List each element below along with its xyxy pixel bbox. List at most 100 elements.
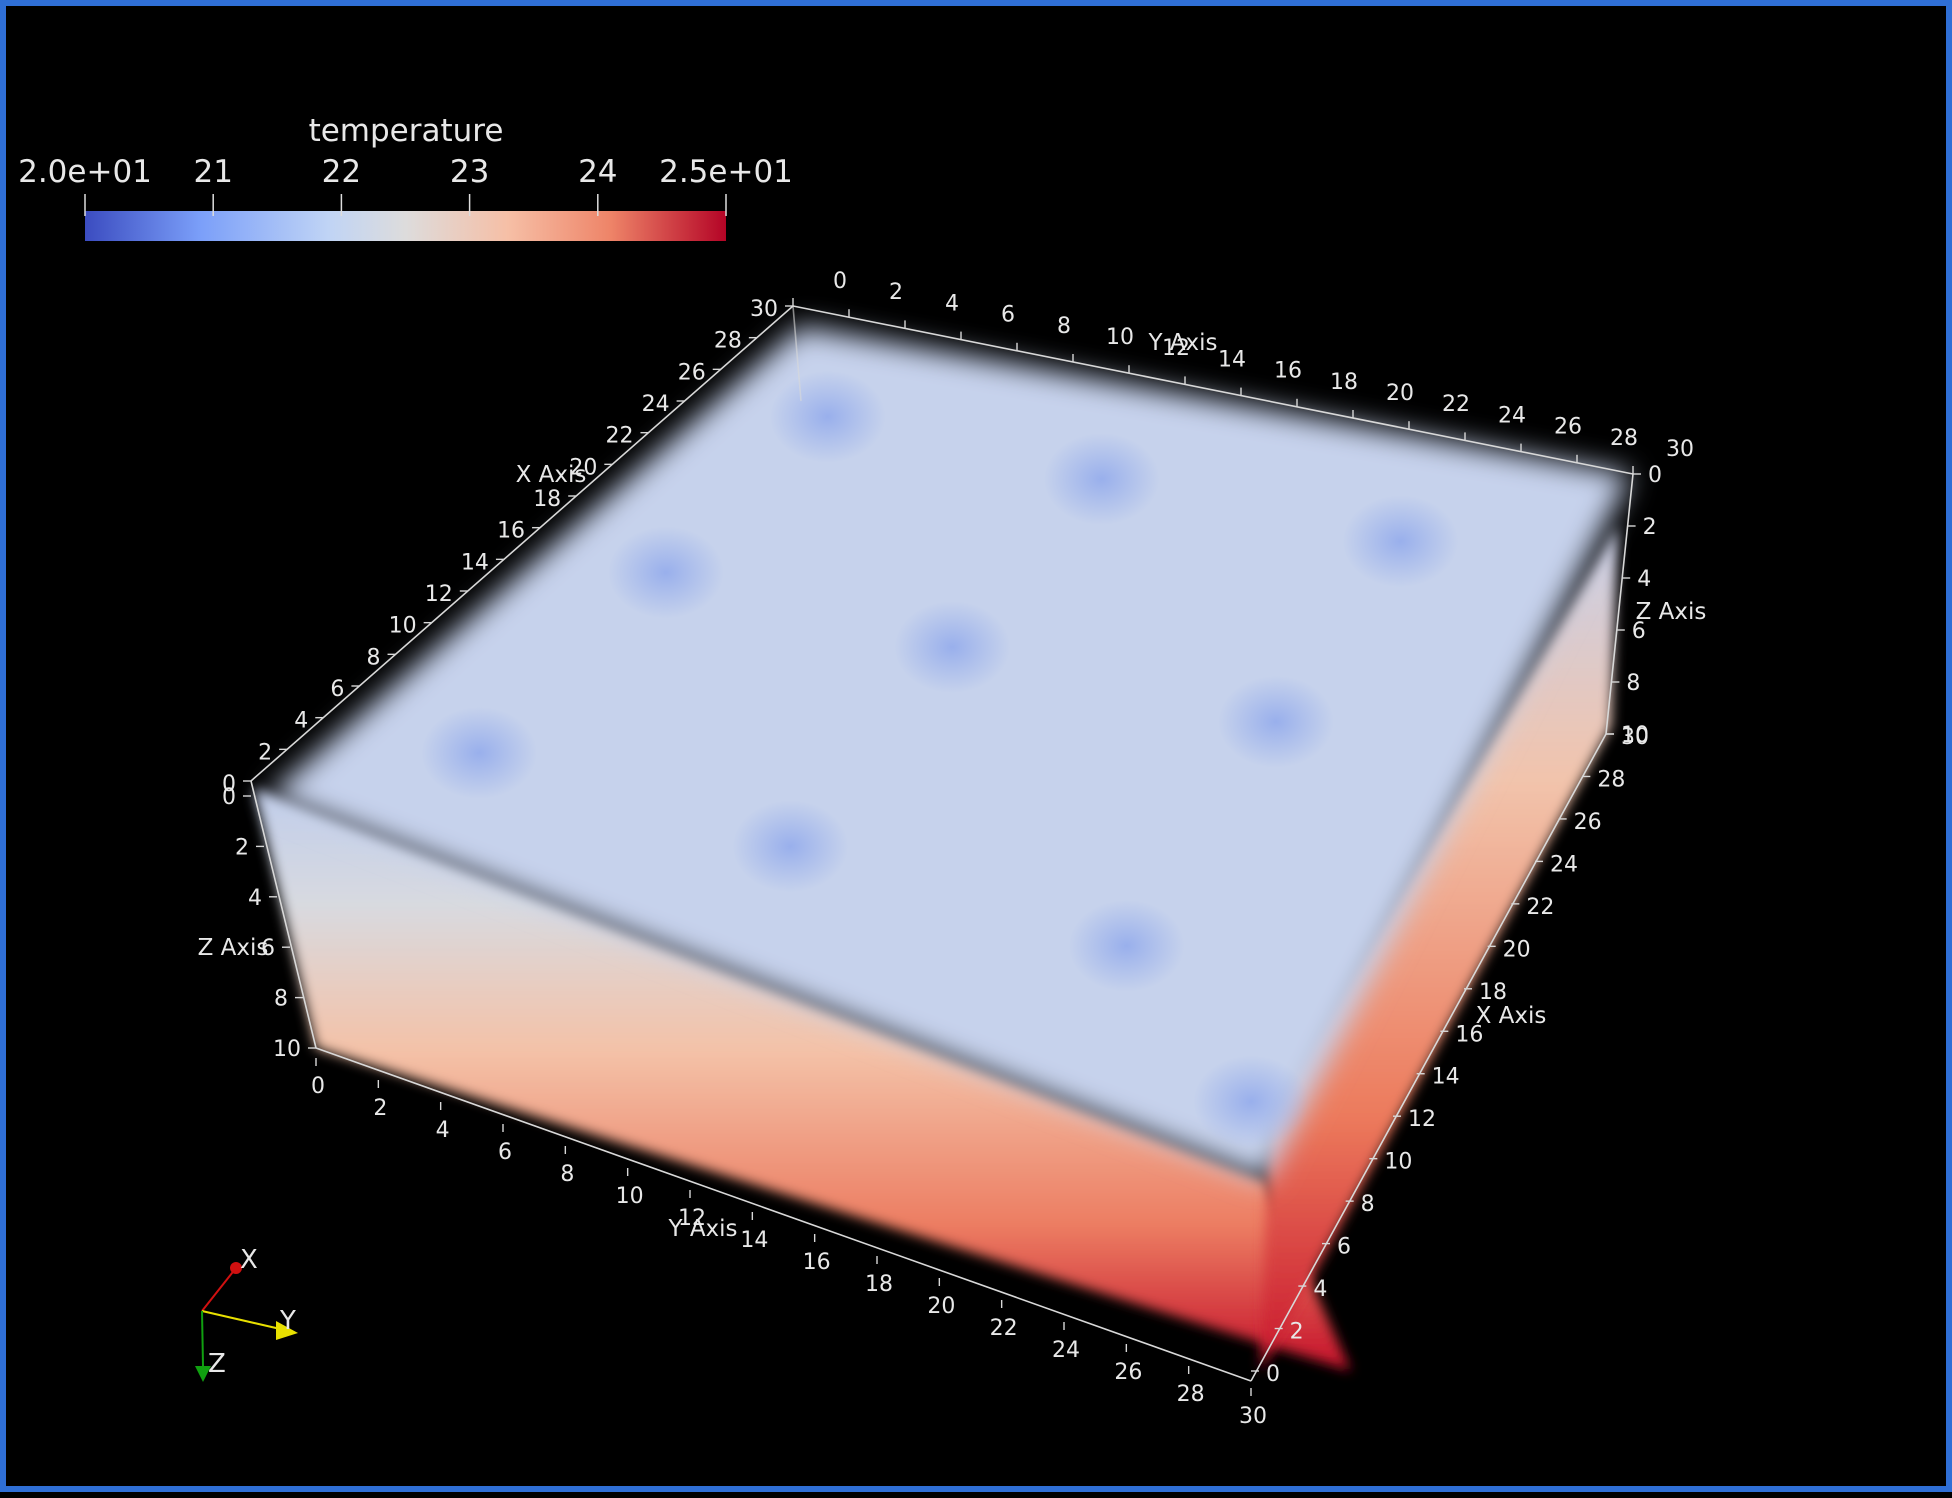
axis-tick-label: 18	[533, 487, 561, 512]
axis-tick-label: 16	[803, 1250, 831, 1275]
axis-tick-label: 2	[258, 740, 272, 765]
orientation-z-label: Z	[208, 1349, 226, 1379]
y-axis-arrow-icon	[276, 1321, 298, 1340]
axis-tick-label: 28	[1610, 426, 1638, 451]
axis-tick-label: 4	[1313, 1277, 1327, 1302]
colorbar-gradient	[85, 211, 726, 241]
axis-tick-label: 24	[1498, 403, 1526, 428]
cold-spot	[1043, 433, 1160, 526]
axis-tick-label: 12	[425, 582, 453, 607]
cold-spots	[421, 370, 1459, 1148]
axis-tick-label: 26	[678, 360, 706, 385]
orientation-x-label: X	[240, 1245, 258, 1275]
colorbar-ticks: 2.0e+01 21 22 23 24 2.5e+01	[18, 154, 793, 216]
cold-spot	[1068, 899, 1185, 992]
axis-tick-label: 26	[1574, 810, 1602, 835]
axis-tick-label: 2	[235, 835, 249, 860]
axis-tick-label: 22	[605, 424, 633, 449]
axis-tick-label: 8	[1626, 671, 1640, 696]
axis-tick-label: 16	[1274, 359, 1302, 384]
axis-tick-label: 20	[1386, 381, 1414, 406]
axis-tick-label: 28	[1597, 767, 1625, 792]
axis-tick-label: 2	[1643, 515, 1657, 540]
box-front-face	[254, 788, 1351, 1371]
axis-tick-label: 6	[1001, 303, 1015, 328]
x-axis-arrow-icon	[230, 1262, 242, 1274]
axis-tick-label: 12	[1162, 336, 1190, 361]
cold-spot	[769, 370, 886, 463]
axis-tick-label: 18	[1330, 370, 1358, 395]
axis-tick-label: 14	[461, 550, 489, 575]
axis-tick-label: 6	[1337, 1235, 1351, 1260]
axis-tick-label: 0	[1648, 463, 1662, 488]
axis-tick-label: 2	[889, 280, 903, 305]
axis-tick-label: 18	[865, 1272, 893, 1297]
axis-tick-label: 4	[248, 886, 262, 911]
axis-tick-label: 8	[274, 987, 288, 1012]
axis-title: Y Axis	[1147, 330, 1217, 356]
axis-tick-label: 4	[294, 709, 308, 734]
axis-tick-label: 12	[678, 1206, 706, 1231]
axis-tick-label: 6	[498, 1140, 512, 1165]
colorbar-tick-label: 22	[322, 154, 361, 190]
orientation-y-label: Y	[279, 1306, 296, 1336]
axis-tick-label: 30	[1239, 1404, 1267, 1429]
axis-tick-label: 2	[1290, 1320, 1304, 1345]
axis-tick-label: 8	[1361, 1192, 1375, 1217]
axis-tick-label: 8	[367, 645, 381, 670]
z-axis-arrow-icon	[195, 1366, 211, 1382]
cold-spot	[732, 800, 849, 893]
axis-title: Z Axis	[1636, 599, 1707, 625]
axis-tick-label: 30	[1621, 725, 1649, 750]
axis-tick-label: 16	[1455, 1022, 1483, 1047]
axis-tick-label: 10	[1106, 325, 1134, 350]
axis-tick-label: 30	[1666, 437, 1694, 462]
axis-tick-label: 18	[1479, 980, 1507, 1005]
axis-tick-label: 22	[1526, 895, 1554, 920]
box-top-face	[268, 326, 1631, 1181]
axis-tick-label: 10	[1384, 1150, 1412, 1175]
axis-tick-label: 26	[1114, 1360, 1142, 1385]
axis-tick-label: 14	[1432, 1065, 1460, 1090]
axis-tick-label: 6	[261, 936, 275, 961]
axis-title: Z Axis	[198, 935, 269, 961]
axis-tick-label: 16	[497, 519, 525, 544]
colorbar: temperature 2.0e+01 21 22 23 24 2.5e+01	[18, 113, 793, 241]
axis-tick-label: 0	[222, 772, 236, 797]
axis-tick-label: 4	[945, 291, 959, 316]
axis-tick-label: 30	[750, 297, 778, 322]
axis-tick-label: 28	[1177, 1382, 1205, 1407]
axis-tick-label: 0	[1266, 1362, 1280, 1387]
axis-tick-label: 28	[714, 329, 742, 354]
box-right-face-fill	[1261, 526, 1618, 1371]
axis-tick-label: 24	[642, 392, 670, 417]
colorbar-tick-label: 24	[578, 154, 617, 190]
axis-tick-label: 0	[833, 269, 847, 294]
axis-labels: 0 2 4 6 8 10 12 14 16 18 20 22 24 26 28 303028262422201…	[198, 269, 1707, 1429]
axes-grid-lines	[250, 305, 1634, 1382]
axis-tick-label: 10	[616, 1184, 644, 1209]
axis-tick-label: 8	[560, 1162, 574, 1187]
cold-spot	[421, 707, 538, 799]
axis-tick-label: 4	[436, 1118, 450, 1143]
axis-tick-label: 10	[1621, 723, 1649, 748]
axis-tick-label: 8	[1057, 314, 1071, 339]
axis-tick-label: 4	[1637, 567, 1651, 592]
axis-tick-label: 26	[1554, 415, 1582, 440]
colorbar-tick-label: 21	[193, 154, 232, 190]
axis-title: X Axis	[1476, 1003, 1547, 1029]
axis-tick-label: 2	[373, 1096, 387, 1121]
axis-tick-label: 0	[222, 785, 236, 810]
axis-tick-label: 22	[1442, 392, 1470, 417]
axis-tick-label: 20	[927, 1294, 955, 1319]
axis-tick-label: 12	[1408, 1107, 1436, 1132]
orientation-axes[interactable]: X Y Z	[195, 1245, 298, 1382]
axis-tick-label: 10	[389, 614, 417, 639]
volume-rendering[interactable]	[254, 326, 1631, 1376]
axis-tick-label: 20	[1503, 937, 1531, 962]
colorbar-tick-label: 23	[450, 154, 489, 190]
cold-spot	[894, 601, 1011, 694]
axis-tick-label: 0	[311, 1074, 325, 1099]
